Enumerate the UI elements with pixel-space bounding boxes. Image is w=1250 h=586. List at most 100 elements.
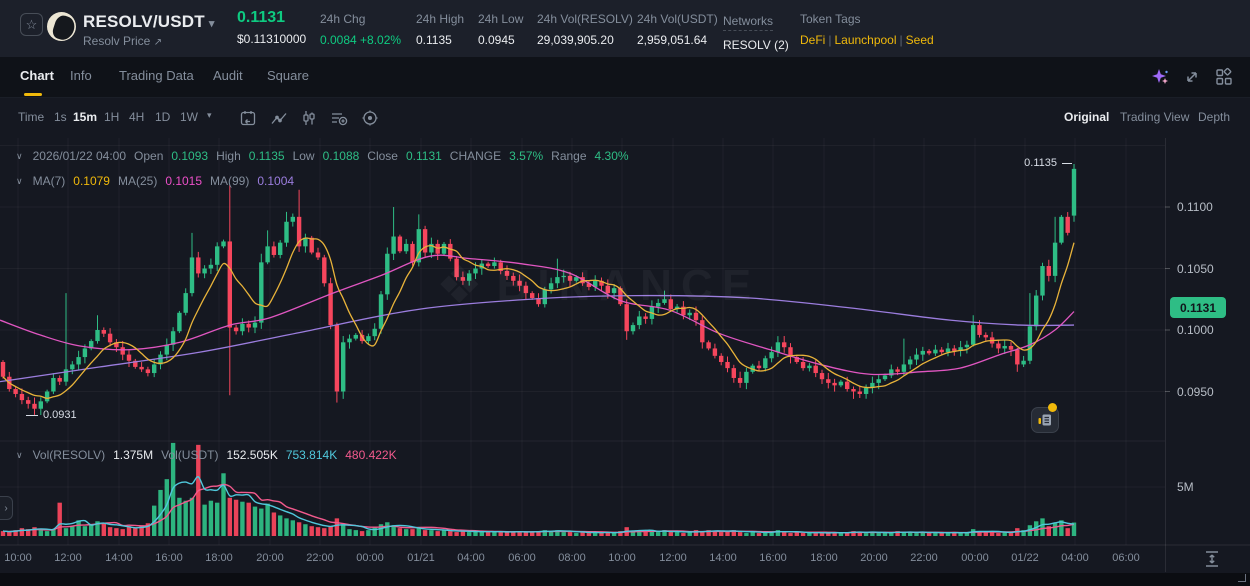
notification-dot [1048,403,1057,412]
token-price-link[interactable]: Resolv Price ↗ [83,34,162,48]
tag-separator: | [899,33,903,47]
ma99-value: 0.1004 [257,174,295,188]
collapse-chevron-icon[interactable]: ∨ [16,150,23,161]
time-axis-label: 08:00 [558,552,586,564]
stat-label: 24h Vol(USDT) [637,12,718,26]
stat-label: 24h Chg [320,12,366,26]
view-original[interactable]: Original [1064,110,1110,124]
stat-24h-high: 24h High 0.1135 [416,12,464,47]
active-tab-underline [24,93,42,96]
ma99-label: MA(99) [210,174,250,188]
time-axis-label: 14:00 [709,552,737,564]
time-axis-label: 06:00 [1112,552,1140,564]
change-value: 3.57% [509,149,544,163]
time-axis-label: 20:00 [860,552,888,564]
apps-grid-icon[interactable] [1214,67,1234,87]
axis-scale-tool[interactable] [1203,549,1221,569]
stat-24h-vol-base: 24h Vol(RESOLV) 29,039,905.20 [537,12,633,47]
star-icon: ☆ [25,16,38,32]
tab-info[interactable]: Info [70,68,92,83]
view-depth[interactable]: Depth [1198,110,1231,124]
tab-chart[interactable]: Chart [20,68,54,83]
time-axis-label: 16:00 [155,552,183,564]
chart-settings-icon[interactable] [360,108,380,128]
candlestick-chart[interactable] [0,138,1250,572]
pair-selector[interactable]: RESOLV/USDT ▾ [83,12,215,32]
time-axis-label: 06:00 [508,552,536,564]
pair-header: ☆ RESOLV/USDT ▾ Resolv Price ↗ 0.1131 $0.… [0,0,1250,57]
open-label: Open [134,149,164,163]
panel-expand-handle[interactable]: › [0,496,13,520]
stat-value: 0.1135 [416,33,452,47]
token-price-label: Resolv Price [83,34,151,48]
interval-1w[interactable]: 1W [180,110,198,124]
collapse-chevron-icon[interactable]: ∨ [16,175,23,186]
price-axis-label: 0.1000 [1177,323,1214,337]
time-axis-label: 18:00 [810,552,838,564]
stat-label: 24h Low [478,12,524,26]
interval-1h[interactable]: 1H [104,110,120,124]
footer-strip [0,573,1250,586]
ma25-label: MA(25) [117,174,158,188]
token-tag-seed[interactable]: Seed [905,33,934,47]
time-axis-label: 22:00 [910,552,938,564]
stat-value: 0.0945 [478,33,515,47]
token-tag-defi[interactable]: DeFi [800,33,826,47]
time-axis-label: 01/21 [407,552,435,564]
networks-value[interactable]: RESOLV (2) [723,38,789,52]
interval-4h[interactable]: 4H [129,110,145,124]
stat-label: 24h High [416,12,465,26]
time-axis-label: 16:00 [759,552,787,564]
volume-info-row: ∨ Vol(RESOLV) 1.375M Vol(USDT) 152.505K 75… [16,448,397,462]
chevron-down-icon: ▾ [208,18,215,30]
high-value: 0.1135 [248,149,285,163]
ma25-value: 0.1015 [165,174,203,188]
price-axis[interactable]: 0.1131 0.1100 0.1050 0.1000 0.0950 5M [1166,138,1250,572]
low-value: 0.1088 [322,149,360,163]
corner-resize-handle[interactable] [1238,574,1246,582]
favorite-star-button[interactable]: ☆ [20,13,43,36]
low-price-marker: 0.0931 [26,409,77,421]
close-label: Close [367,149,398,163]
ma7-label: MA(7) [32,174,66,188]
collapse-chevron-icon[interactable]: ∨ [16,449,23,460]
tab-square[interactable]: Square [267,68,309,83]
view-tradingview[interactable]: Trading View [1120,110,1190,124]
marker-dash [1062,162,1072,164]
candle-datetime: 2026/01/22 04:00 [32,149,127,163]
ma-info-row: ∨ MA(7) 0.1079 MA(25) 0.1015 MA(99) 0.1004 [16,174,294,188]
chart-toolbar: Time 1s 15m 1H 4H 1D 1W ▾ Original Tradi… [0,98,1250,138]
chart-style-icon[interactable] [269,108,289,128]
candlestick-style-icon[interactable] [299,108,319,128]
stat-value: 29,039,905.20 [537,33,614,47]
price-axis-label: 0.1050 [1177,261,1214,276]
indicators-icon[interactable] [329,108,349,128]
tab-trading-data[interactable]: Trading Data [119,68,194,83]
time-axis-label: 22:00 [306,552,334,564]
interval-1s[interactable]: 1s [54,110,67,124]
interval-1d[interactable]: 1D [155,110,171,124]
open-value: 0.1093 [171,149,209,163]
close-value: 0.1131 [405,149,442,163]
time-axis-label: 10:00 [608,552,636,564]
time-axis-label: 12:00 [54,552,82,564]
time-label: Time [18,110,45,124]
coin-logo [47,12,76,41]
interval-settings-icon[interactable] [238,108,258,128]
time-axis[interactable]: 10:00 12:00 14:00 16:00 18:00 20:00 22:00 00:00… [0,546,1165,572]
interval-more-caret-icon[interactable]: ▾ [207,110,212,120]
interval-15m[interactable]: 15m [73,110,98,124]
stat-value: 0.0084 +8.02% [320,33,402,47]
range-value: 4.30% [594,149,629,163]
stat-24h-low: 24h Low 0.0945 [478,12,523,47]
token-tag-launchpool[interactable]: Launchpool [834,33,897,47]
time-axis-label: 04:00 [457,552,485,564]
stat-token-tags: Token Tags DeFi | Launchpool | Seed [800,12,934,47]
tab-audit[interactable]: Audit [213,68,243,83]
networks-label: Networks [723,14,774,31]
change-label: CHANGE [449,149,502,163]
vol-quote-value: 152.505K [226,448,278,462]
ai-sparkle-icon[interactable] [1150,67,1170,87]
fullscreen-icon[interactable] [1182,67,1202,87]
